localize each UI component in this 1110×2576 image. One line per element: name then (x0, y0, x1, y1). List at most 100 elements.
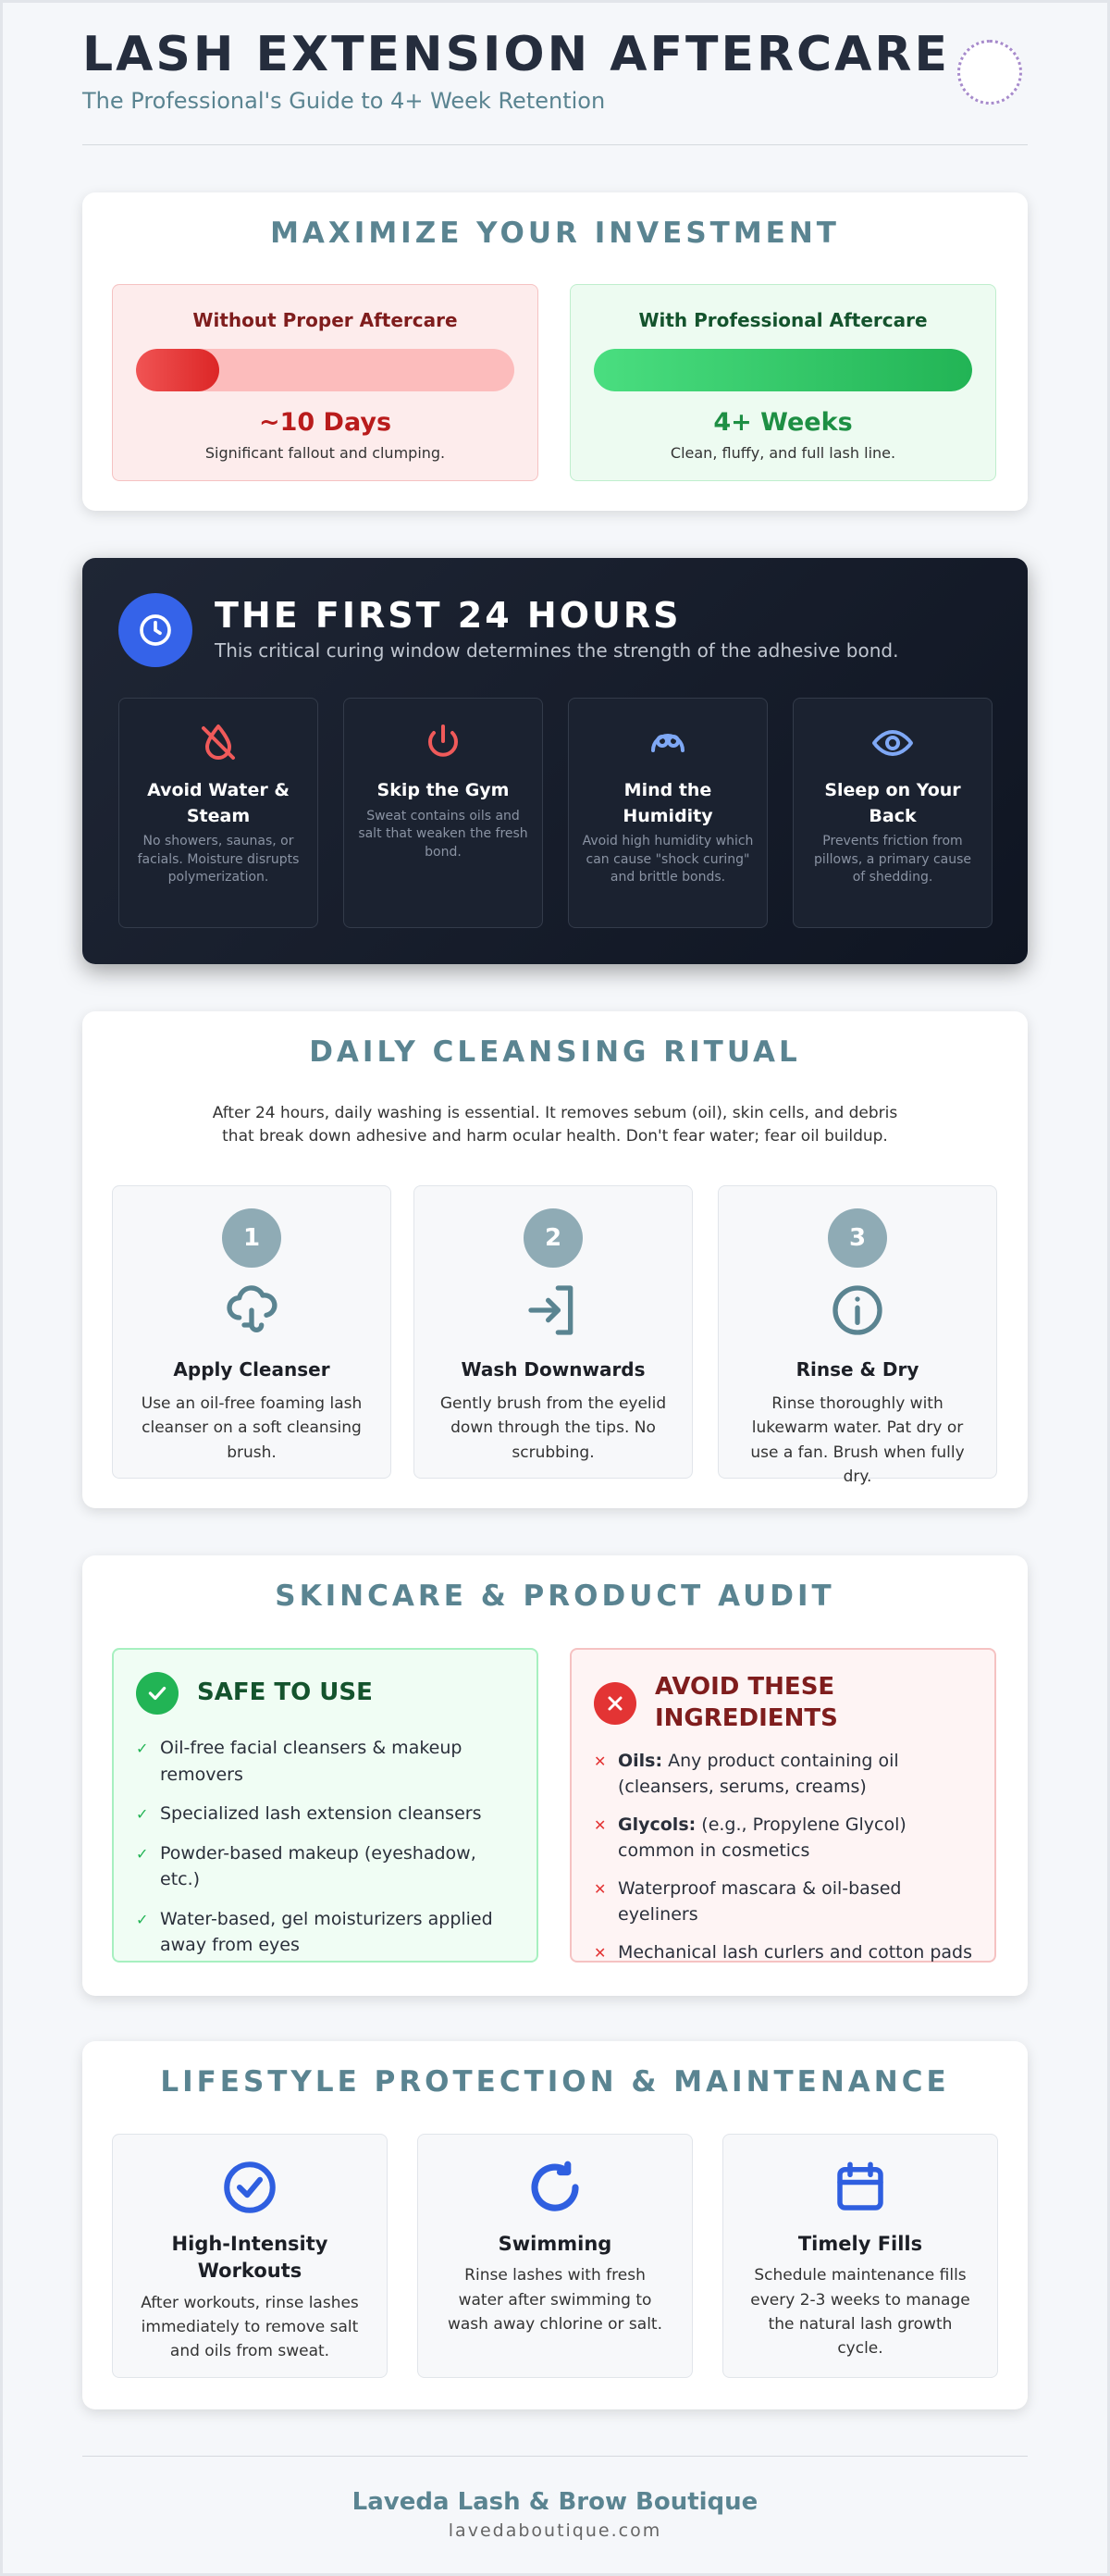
step-box: 2 Wash Downwards Gently brush from the eye… (413, 1185, 693, 1479)
divider (82, 144, 1028, 145)
icon (132, 699, 304, 769)
check-mark: ✓ (136, 1805, 149, 1823)
check-mark: ✓ (136, 1910, 149, 1928)
avoid-text-wrap: Glycols: (e.g., Propylene Glycol) common… (618, 1812, 972, 1864)
tip-title: Avoid Water & Steam (147, 780, 290, 826)
icon (747, 2157, 973, 2222)
avoid-label: Oils: (618, 1750, 663, 1771)
lifestyle-title: High-Intensity Workouts (171, 2233, 328, 2283)
step-title: Rinse & Dry (796, 1358, 919, 1381)
icon-part (556, 2161, 572, 2176)
icon-part (224, 2161, 276, 2213)
comparison-box: Without Proper Aftercare ~10 Days Signific… (112, 284, 538, 481)
avoid-item: ✕ Mechanical lash curlers and cotton pads (594, 1939, 972, 1966)
safe-heading: SAFE TO USE (197, 1678, 373, 1707)
section-title: SKINCARE & PRODUCT AUDIT (275, 1579, 835, 1613)
icon-part (651, 734, 684, 752)
comparison-note: Significant fallout and clumping. (204, 444, 446, 462)
step-number: 2 (524, 1208, 583, 1268)
cleansing-card: DAILY CLEANSING RITUAL After 24 hours, d… (82, 1011, 1028, 1508)
icon-part (555, 1285, 574, 1335)
icon-part (428, 724, 458, 757)
step-text: Gently brush from the eyelid down throug… (439, 1394, 667, 1462)
step-box: 1 Apply Cleanser Use an oil-free foaming l… (112, 1185, 391, 1479)
icon (357, 699, 529, 769)
icon-part (202, 726, 235, 760)
first-24-card: THE FIRST 24 HOURS This critical curing … (82, 558, 1028, 964)
avoid-item: ✕ Oils: Any product containing oil (clean… (594, 1748, 972, 1801)
safe-item: ✓ Water-based, gel moisturizers applied a… (136, 1906, 514, 1959)
icon-part (832, 1285, 882, 1335)
icon-part (656, 735, 669, 748)
page-subtitle: The Professional's Guide to 4+ Week Rete… (82, 88, 606, 114)
step-text: Rinse thoroughly with lukewarm water. Pa… (750, 1394, 965, 1487)
avoid-item: ✕ Waterproof mascara & oil-based eyeliner… (594, 1876, 972, 1928)
comparison-heading: With Professional Aftercare (638, 309, 928, 331)
section-subtitle: This critical curing window determines t… (215, 639, 899, 662)
avoid-text: Waterproof mascara & oil-based eyeliners (618, 1877, 902, 1926)
icon-part (428, 731, 458, 757)
lifestyle-title: Timely Fills (797, 2233, 923, 2255)
section-title: MAXIMIZE YOUR INVESTMENT (270, 217, 840, 250)
comparison-result: 4+ Weeks (713, 408, 853, 437)
avoid-heading: AVOID THESE INGREDIENTS (655, 1673, 838, 1732)
step-title: Wash Downwards (461, 1358, 646, 1381)
tip-title: Skip the Gym (376, 780, 510, 800)
icon (807, 699, 979, 769)
check-badge (136, 1672, 179, 1715)
step-text: Use an oil-free foaming lash cleanser on… (141, 1394, 363, 1462)
intro: After 24 hours, daily washing is essenti… (212, 1104, 898, 1146)
avoid-text-wrap: Oils: Any product containing oil (cleans… (618, 1748, 972, 1801)
retention-bar (594, 349, 972, 391)
step-box: 3 Rinse & Dry Rinse thoroughly with lukewa… (718, 1185, 997, 1486)
lifestyle-text: Schedule maintenance fills every 2-3 wee… (750, 2266, 970, 2359)
safe-text: Powder-based makeup (eyeshadow, etc.) (160, 1842, 476, 1890)
safe-text: Water-based, gel moisturizers applied aw… (160, 1908, 493, 1956)
icon (137, 2157, 363, 2222)
comparison-result: ~10 Days (258, 408, 392, 437)
investment-card: MAXIMIZE YOUR INVESTMENT Without Proper … (82, 192, 1028, 511)
avoid-text-wrap: Waterproof mascara & oil-based eyeliners (618, 1876, 972, 1928)
lifestyle-box: High-Intensity Workouts After workouts, r… (112, 2134, 388, 2378)
lifestyle-box: Timely Fills Schedule maintenance fills e… (722, 2134, 998, 2378)
safe-item: ✓ Powder-based makeup (eyeshadow, etc.) (136, 1840, 514, 1893)
avoid-text-wrap: Mechanical lash curlers and cotton pads (618, 1939, 972, 1966)
avoid-box: AVOID THESE INGREDIENTS ✕ Oils: Any produc… (570, 1648, 996, 1963)
safe-item: ✓ Specialized lash extension cleansers (136, 1801, 514, 1827)
check-mark: ✓ (136, 1740, 149, 1757)
footer-name: Laveda Lash & Brow Boutique (352, 2488, 758, 2516)
x-badge (594, 1681, 636, 1725)
section-title: LIFESTYLE PROTECTION & MAINTENANCE (160, 2065, 950, 2099)
icon-part (667, 735, 680, 748)
icon-part (531, 2163, 579, 2211)
comparison-heading: Without Proper Aftercare (192, 309, 458, 331)
tip-box: Mind the Humidity Avoid high humidity whi… (568, 698, 768, 928)
icon-part (236, 2176, 264, 2198)
icon-part (531, 2161, 579, 2211)
safe-header: SAFE TO USE (136, 1672, 514, 1715)
step-number: 1 (222, 1208, 281, 1268)
tip-text: Sweat contains oils and salt that weaken… (358, 808, 528, 860)
section-title: DAILY CLEANSING RITUAL (309, 1035, 801, 1069)
avoid-item: ✕ Glycols: (e.g., Propylene Glycol) commo… (594, 1812, 972, 1864)
step-title: Apply Cleanser (173, 1358, 330, 1381)
icon-part (224, 2161, 276, 2213)
tip-box: Sleep on Your Back Prevents friction from… (793, 698, 993, 928)
x-mark: ✕ (594, 1879, 607, 1898)
page-title: LASH EXTENSION AFTERCARE (82, 27, 950, 82)
tip-box: Skip the Gym Sweat contains oils and salt… (343, 698, 543, 928)
retention-bar (136, 349, 514, 391)
tip-title: Sleep on Your Back (824, 780, 961, 826)
avoid-text: Mechanical lash curlers and cotton pads (618, 1941, 972, 1963)
lifestyle-card: LIFESTYLE PROTECTION & MAINTENANCE High-… (82, 2041, 1028, 2409)
safe-item: ✓ Oil-free facial cleansers & makeup remo… (136, 1735, 514, 1788)
avoid-text: (e.g., Propylene Glycol) common in cosme… (618, 1814, 906, 1862)
avoid-list: ✕ Oils: Any product containing oil (clean… (594, 1748, 972, 1966)
logo (957, 40, 1022, 105)
tip-box: Avoid Water & Steam No showers, saunas, o… (118, 698, 318, 928)
icon-part (885, 736, 900, 750)
icon-part (837, 2161, 883, 2211)
avoid-header: AVOID THESE INGREDIENTS (594, 1672, 972, 1735)
